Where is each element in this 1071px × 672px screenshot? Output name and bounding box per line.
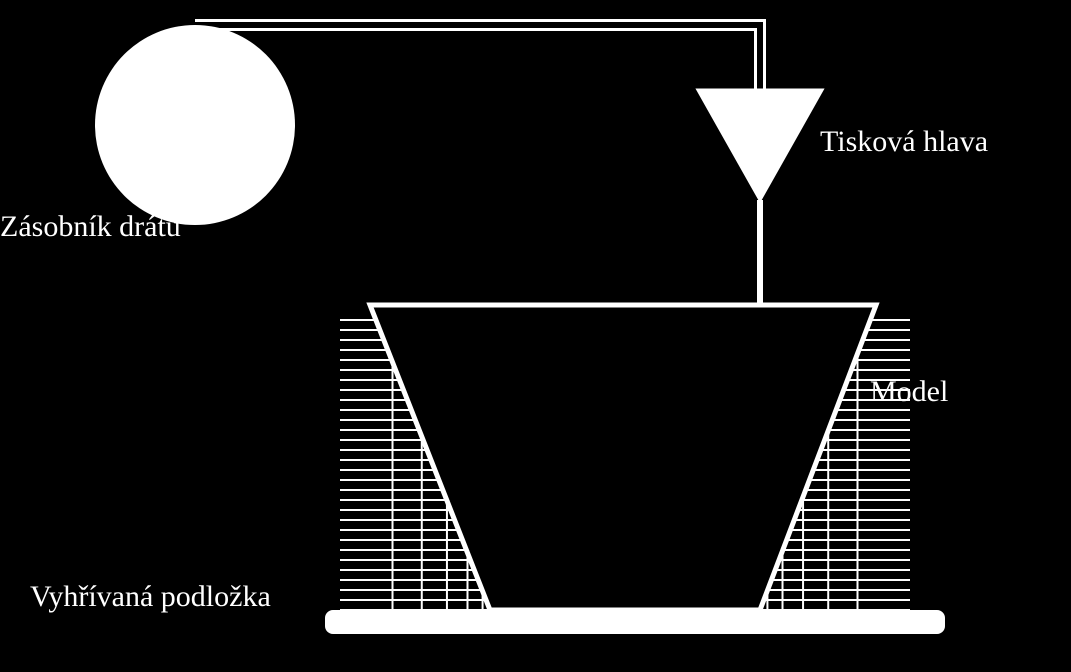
label-model: Model (870, 375, 948, 409)
label-heated-bed: Vyhřívaná podložka (30, 580, 271, 614)
label-spool: Zásobník drátu (0, 210, 181, 244)
fdm-printer-diagram (0, 0, 1071, 672)
label-print-head: Tisková hlava (820, 125, 988, 159)
